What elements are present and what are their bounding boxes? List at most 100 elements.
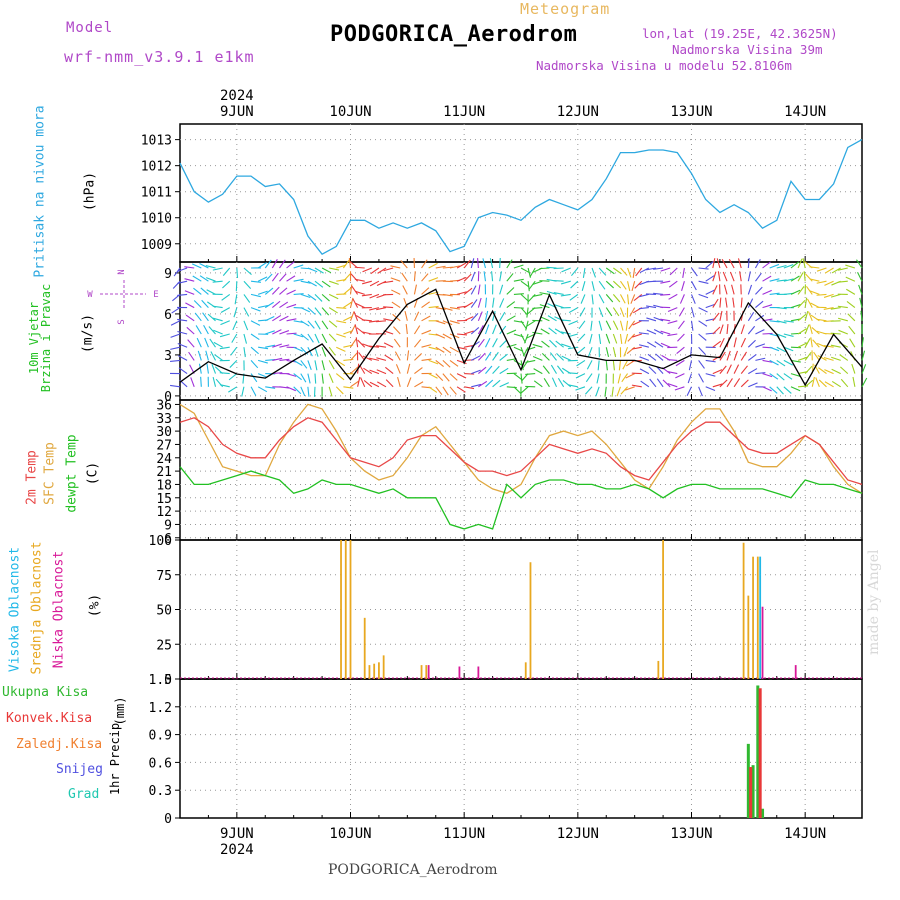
- wind-arrow: [286, 275, 296, 282]
- wind-arrow: [236, 267, 239, 279]
- wind-arrow: [639, 368, 650, 375]
- wind-arrow: [321, 280, 331, 288]
- wind-arrow: [729, 271, 735, 282]
- wind-arrow: [357, 376, 361, 387]
- wind-arrow: [783, 320, 794, 323]
- wind-arrow: [613, 267, 622, 275]
- wind-arrow: [250, 293, 261, 298]
- wind-arrow: [769, 263, 780, 269]
- wind-arrow: [413, 284, 417, 295]
- wind-arrow: [812, 339, 820, 348]
- wind-arrow: [369, 357, 380, 361]
- wind-arrow: [321, 360, 326, 371]
- wind-arrow: [212, 280, 223, 283]
- wind-arrow: [353, 311, 359, 322]
- wind-arrow: [660, 267, 671, 272]
- wind-arrow: [207, 313, 216, 322]
- wind-arrow: [506, 315, 516, 322]
- wind-arrow: [401, 272, 408, 282]
- wind-arrow: [817, 354, 827, 361]
- wind-arrow: [232, 320, 238, 331]
- wind-arrow: [813, 351, 820, 361]
- wind-arrow: [369, 381, 380, 388]
- y-tick-label: 9: [164, 518, 172, 533]
- wind-arrow: [589, 333, 593, 344]
- wind-arrow: [677, 333, 685, 342]
- wind-arrow: [264, 287, 274, 295]
- y-tick-label: 12: [156, 505, 172, 520]
- bottom-date-label: 11JUN: [443, 826, 485, 842]
- bottom-date-label: 14JUN: [784, 826, 826, 842]
- wind-arrow: [506, 287, 515, 295]
- wind-arrow: [279, 330, 290, 335]
- wind-arrow: [698, 386, 703, 397]
- wind-arrow: [675, 373, 685, 379]
- wind-arrow: [809, 266, 820, 269]
- wind-arrow: [170, 346, 181, 350]
- wind-arrow: [250, 320, 261, 326]
- wind-arrow: [719, 324, 724, 335]
- wind-arrow: [654, 341, 664, 348]
- wind-arrow: [483, 271, 487, 282]
- wind-arrow: [377, 381, 387, 388]
- wind-arrow: [499, 367, 509, 375]
- wind-arrow: [551, 377, 558, 388]
- y-tick-label: 0.3: [149, 784, 172, 799]
- wind-arrow: [177, 293, 188, 296]
- wind-arrow: [823, 293, 834, 298]
- wind-arrow: [762, 261, 771, 269]
- wind-arrow: [350, 324, 356, 335]
- wind-arrow: [568, 333, 578, 338]
- wind-arrow: [705, 275, 715, 282]
- wind-arrow: [271, 259, 278, 269]
- wind-arrow: [747, 325, 756, 335]
- wind-arrow: [478, 366, 487, 375]
- wind-arrow: [527, 281, 530, 292]
- wind-arrow: [385, 366, 394, 375]
- wind-arrow: [293, 346, 304, 352]
- wind-arrow: [173, 267, 181, 277]
- wind-arrow: [524, 333, 529, 344]
- wind-arrow: [520, 293, 529, 302]
- wind-arrow: [213, 329, 223, 335]
- wind-arrow: [464, 386, 475, 390]
- wind-arrow: [435, 359, 444, 368]
- bottom-date-label: 12JUN: [557, 826, 599, 842]
- wind-arrow: [413, 325, 421, 335]
- wind-arrow: [783, 264, 794, 269]
- wind-arrow: [421, 315, 431, 322]
- wind-arrow: [698, 320, 708, 327]
- wind-arrow: [719, 310, 723, 321]
- wind-arrow: [354, 266, 365, 269]
- wind-arrow: [804, 324, 810, 335]
- wind-arrow: [191, 263, 202, 269]
- wind-arrow: [823, 357, 834, 361]
- wind-arrow: [197, 350, 202, 361]
- wind-arrow: [293, 320, 304, 324]
- wind-arrow: [265, 386, 276, 389]
- wind-arrow: [755, 314, 765, 322]
- wind-arrow: [350, 338, 357, 348]
- wind-arrow: [733, 337, 737, 348]
- wind-arrow: [806, 298, 813, 308]
- wind-arrow: [810, 337, 813, 348]
- wind-arrow: [471, 355, 481, 361]
- wind-arrow: [350, 366, 359, 375]
- wind-arrow: [321, 333, 328, 344]
- wind-arrow: [520, 386, 529, 394]
- wind-arrow: [506, 358, 517, 361]
- wind-arrow: [762, 275, 772, 282]
- wind-arrow: [286, 373, 297, 377]
- wind-arrow: [526, 320, 536, 327]
- wind-arrow: [605, 294, 614, 303]
- wind-arrow: [456, 276, 467, 282]
- wind-arrow: [797, 356, 808, 361]
- wind-arrow: [442, 293, 453, 297]
- wind-arrow: [193, 300, 202, 308]
- wind-arrow: [279, 259, 286, 269]
- wind-arrow: [492, 297, 495, 308]
- wind-arrow: [321, 320, 329, 330]
- wind-arrow: [656, 378, 664, 388]
- wind-arrow: [567, 372, 578, 375]
- wind-arrow: [205, 277, 216, 282]
